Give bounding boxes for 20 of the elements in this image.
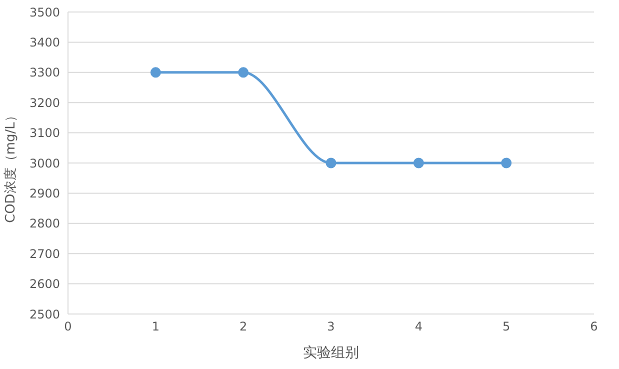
x-tick-label: 5 bbox=[502, 320, 510, 334]
y-tick-label: 3100 bbox=[29, 126, 60, 140]
y-tick-label: 3500 bbox=[29, 5, 60, 20]
x-axis-title: 实验组别 bbox=[303, 345, 359, 361]
y-tick-label: 3300 bbox=[29, 66, 60, 80]
y-tick-label: 2600 bbox=[29, 277, 60, 292]
y-tick-label: 2500 bbox=[29, 307, 60, 322]
x-tick-label: 0 bbox=[64, 320, 72, 334]
y-tick-label: 2800 bbox=[29, 216, 60, 231]
x-tick-label: 1 bbox=[152, 320, 160, 334]
y-tick-label: 2900 bbox=[29, 186, 60, 200]
y-tick-label: 3200 bbox=[29, 96, 60, 110]
y-tick-label: 2700 bbox=[29, 246, 60, 261]
x-tick-label: 2 bbox=[240, 320, 248, 334]
x-tick-label: 4 bbox=[414, 320, 422, 334]
y-tick-label: 3000 bbox=[29, 156, 60, 170]
x-tick-label: 3 bbox=[327, 320, 335, 334]
y-tick-label: 3400 bbox=[29, 35, 60, 50]
x-tick-label: 6 bbox=[590, 320, 598, 334]
y-axis-title: COD浓度（mg/L） bbox=[2, 109, 19, 223]
